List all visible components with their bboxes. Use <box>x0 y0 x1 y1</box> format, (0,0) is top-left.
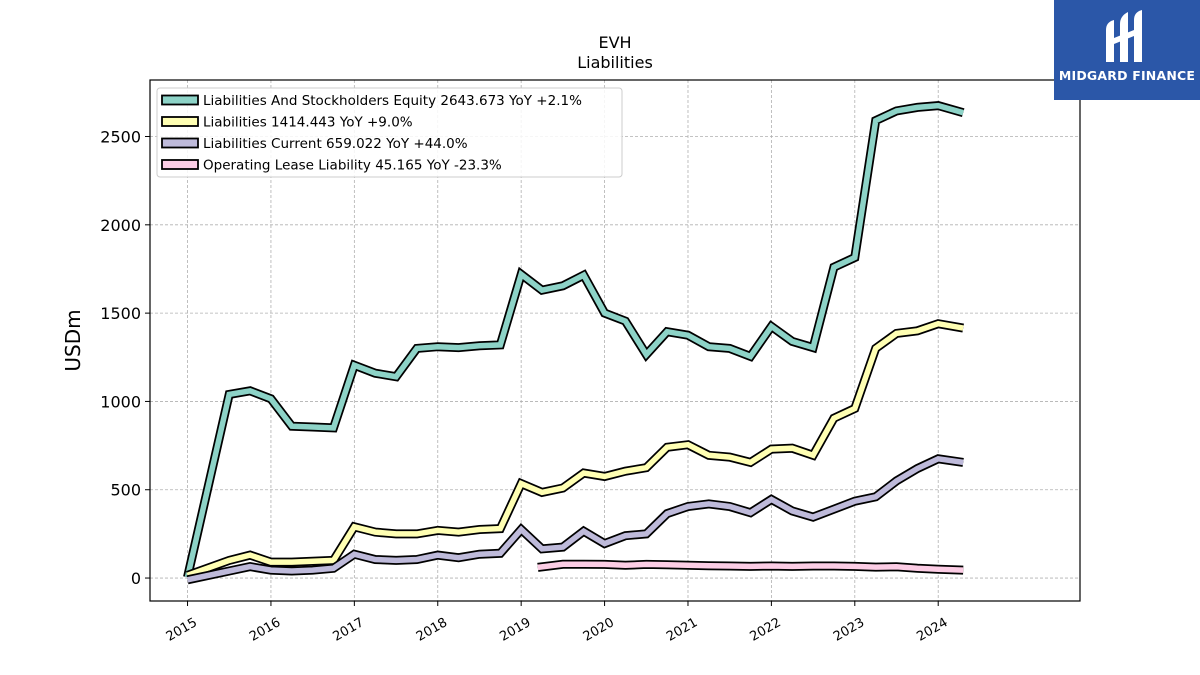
plot-frame <box>149 79 1081 602</box>
y-tick-label: 1000 <box>100 392 141 411</box>
x-tick-label: 2023 <box>831 615 867 645</box>
x-tick-label: 2016 <box>247 615 283 645</box>
brand-logo: MIDGARD FINANCE <box>1054 0 1200 100</box>
x-tick-label: 2018 <box>414 615 450 645</box>
chart-subtitle: Liabilities <box>577 53 653 72</box>
y-tick-label: 2500 <box>100 128 141 147</box>
legend-entry-3: Liabilities Current 659.022 YoY +44.0% <box>203 136 468 152</box>
legend-entry-1: Liabilities And Stockholders Equity 2643… <box>203 93 582 109</box>
legend-swatch <box>161 137 199 149</box>
brand-mark-icon <box>1106 10 1142 62</box>
brand-name: MIDGARD FINANCE <box>1058 68 1196 83</box>
x-tick-label: 2021 <box>664 615 700 645</box>
legend: Liabilities And Stockholders Equity 2643… <box>156 87 623 178</box>
x-tick-label: 2024 <box>914 615 950 645</box>
series-layer <box>183 101 965 585</box>
x-axis-ticks: 2015 2016 2017 2018 2019 2020 2021 2022 2023 2024 <box>164 601 951 645</box>
x-tick-label: 2020 <box>581 615 617 645</box>
chart-title: EVH <box>598 33 631 52</box>
legend-entry-2: Liabilities 1414.443 YoY +9.0% <box>203 115 413 131</box>
legend-swatch <box>161 116 199 127</box>
legend-entry-4: Operating Lease Liability 45.165 YoY -23… <box>203 158 502 174</box>
y-tick-label: 0 <box>131 569 141 588</box>
x-tick-label: 2019 <box>497 615 533 645</box>
series-line-1 <box>183 101 965 579</box>
series-line-2 <box>185 319 964 580</box>
legend-swatch <box>161 94 199 106</box>
legend-box <box>156 87 623 178</box>
series-line-3 <box>186 454 964 585</box>
x-tick-label: 2022 <box>748 615 784 645</box>
legend-swatch <box>161 159 199 170</box>
y-tick-label: 500 <box>110 481 141 500</box>
series-line-4 <box>537 559 964 575</box>
x-tick-label: 2015 <box>164 615 200 645</box>
y-tick-label: 2000 <box>100 216 141 235</box>
y-tick-label: 1500 <box>100 304 141 323</box>
y-axis-label: USDm <box>61 309 85 371</box>
x-tick-label: 2017 <box>331 615 367 645</box>
y-axis-ticks: 0 500 1000 1500 2000 2500 <box>100 128 150 588</box>
